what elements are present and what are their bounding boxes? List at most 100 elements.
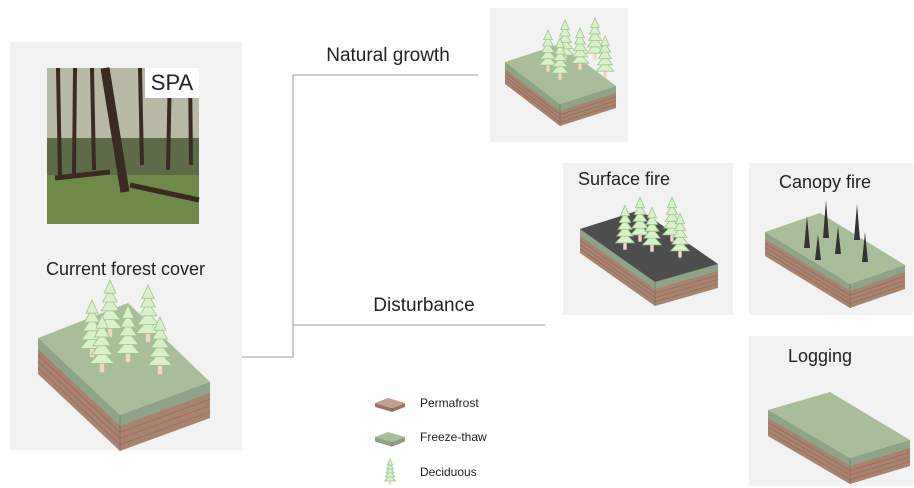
trunk [623, 242, 627, 250]
trunk [638, 234, 642, 242]
foliage [629, 224, 651, 236]
foliage [557, 32, 573, 43]
branch-label: Disturbance [373, 295, 474, 316]
freeze-thaw-layer [580, 229, 718, 289]
foliage [90, 340, 114, 356]
foliage [85, 299, 99, 314]
trunk [546, 65, 550, 72]
foliage [586, 36, 604, 48]
foliage [666, 196, 678, 209]
foliage [560, 19, 570, 31]
soil-block [767, 392, 911, 484]
top-surface [765, 213, 905, 284]
tree [88, 314, 116, 373]
top-surface [580, 210, 718, 282]
foliage [146, 351, 174, 366]
foliage [98, 305, 122, 321]
tree [550, 37, 570, 80]
foliage [116, 330, 140, 346]
trunk [99, 363, 105, 373]
foliage [383, 474, 397, 482]
permafrost-layer [768, 410, 910, 484]
soil-block [374, 398, 406, 412]
foliage [570, 53, 590, 64]
top-surface [768, 392, 910, 458]
foliage [575, 27, 585, 38]
foliage [634, 196, 646, 209]
foliage [573, 33, 587, 45]
foliage [150, 333, 170, 349]
trunk [389, 481, 391, 485]
burnt-trunk [862, 232, 868, 262]
legend-label: Deciduous [420, 465, 477, 479]
foliage [590, 17, 600, 29]
foliage [541, 35, 555, 47]
foliage [644, 220, 660, 232]
freeze-thaw-layer [38, 338, 210, 426]
foliage [553, 43, 567, 55]
soil-block [764, 213, 906, 308]
foliage [551, 56, 569, 68]
soil-block [37, 303, 211, 451]
foliage [92, 331, 112, 347]
tree [595, 35, 615, 78]
foliage [558, 25, 572, 37]
trunk [670, 234, 674, 242]
freeze-thaw-layer [375, 437, 405, 446]
foliage [114, 339, 142, 354]
foliage [101, 287, 119, 303]
trunk [603, 71, 607, 78]
foliage [673, 219, 687, 231]
tree [383, 458, 397, 485]
top-surface [375, 398, 405, 408]
burnt-trunk [854, 204, 860, 240]
foliage [151, 324, 169, 340]
trunk [89, 348, 95, 358]
foliage [555, 37, 565, 48]
trunk [678, 250, 682, 258]
foliage [88, 349, 116, 364]
foliage [645, 213, 659, 225]
branch-label: Natural growth [326, 45, 450, 66]
trunk [145, 333, 151, 343]
panel-title: Logging [788, 346, 852, 366]
photo-label: SPA [151, 70, 194, 95]
foliage [616, 225, 634, 237]
trunk [558, 73, 562, 80]
foliage [95, 314, 109, 329]
foliage [386, 458, 394, 466]
panel-title: Canopy fire [779, 172, 871, 192]
foliage [619, 204, 631, 217]
top-surface [375, 432, 405, 442]
foliage [587, 30, 603, 41]
foliage [571, 46, 589, 58]
foliage [83, 307, 101, 323]
foliage [643, 227, 661, 239]
tree [114, 304, 142, 363]
foliage [597, 48, 613, 59]
foliage [119, 312, 137, 328]
permafrost-layer [38, 338, 210, 451]
tree [146, 316, 174, 375]
tree [585, 17, 605, 60]
freeze-thaw-layer [505, 62, 616, 111]
foliage [538, 55, 558, 66]
tree [614, 204, 636, 250]
foliage [384, 470, 396, 478]
foliage [595, 61, 615, 72]
trunk [107, 328, 113, 338]
burnt-trunk [835, 226, 841, 254]
permafrost-layer [375, 403, 405, 412]
legend-label: Freeze-thaw [420, 430, 487, 444]
foliage [632, 210, 648, 222]
tree [669, 212, 691, 258]
burnt-trunk [823, 200, 829, 238]
top-surface [38, 303, 210, 415]
foliage [385, 466, 395, 474]
trunk [157, 365, 163, 375]
foliage [121, 304, 135, 319]
foliage [618, 211, 632, 223]
foliage [669, 240, 691, 252]
foliage [665, 203, 679, 215]
burnt-trunk [804, 216, 810, 248]
